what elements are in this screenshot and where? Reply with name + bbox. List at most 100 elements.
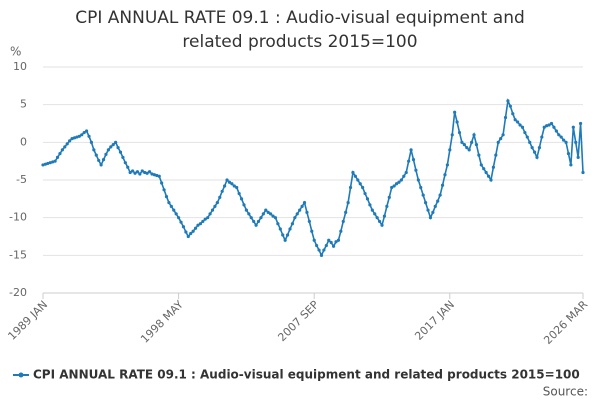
point bbox=[77, 134, 81, 138]
point bbox=[414, 168, 418, 172]
point bbox=[177, 216, 181, 220]
point bbox=[48, 161, 52, 165]
point bbox=[428, 216, 433, 220]
point bbox=[152, 173, 156, 177]
point bbox=[293, 216, 297, 220]
point bbox=[143, 170, 147, 175]
point bbox=[319, 253, 324, 257]
point bbox=[491, 165, 496, 169]
point bbox=[472, 133, 476, 137]
point bbox=[133, 171, 137, 175]
point bbox=[324, 243, 328, 248]
point bbox=[174, 212, 178, 216]
point bbox=[380, 223, 384, 227]
point bbox=[254, 223, 258, 227]
point bbox=[218, 195, 222, 199]
point bbox=[237, 191, 241, 196]
point bbox=[135, 170, 140, 174]
point bbox=[448, 148, 452, 152]
point bbox=[438, 193, 442, 197]
point bbox=[334, 240, 338, 244]
legend-label: CPI ANNUAL RATE 09.1 : Audio-visual equi… bbox=[33, 368, 580, 382]
point bbox=[213, 204, 217, 208]
point bbox=[239, 197, 244, 201]
point bbox=[111, 142, 115, 147]
point bbox=[198, 222, 202, 226]
point bbox=[496, 140, 500, 144]
point bbox=[264, 208, 268, 212]
point bbox=[63, 145, 67, 149]
point bbox=[227, 180, 232, 184]
point bbox=[290, 222, 295, 226]
point bbox=[453, 110, 457, 114]
point bbox=[339, 229, 343, 233]
point bbox=[370, 208, 374, 212]
point bbox=[65, 142, 69, 146]
point bbox=[431, 210, 435, 214]
point bbox=[130, 169, 135, 173]
point bbox=[494, 153, 498, 157]
point bbox=[43, 162, 48, 166]
point bbox=[467, 148, 471, 152]
point bbox=[474, 142, 479, 147]
point bbox=[155, 173, 159, 178]
point bbox=[455, 120, 459, 124]
point bbox=[281, 233, 285, 237]
point bbox=[288, 227, 292, 231]
point bbox=[232, 184, 236, 188]
point bbox=[157, 174, 161, 178]
point bbox=[501, 133, 505, 137]
point bbox=[172, 208, 176, 212]
point bbox=[506, 99, 510, 103]
point bbox=[578, 121, 583, 126]
point bbox=[382, 214, 387, 218]
point bbox=[89, 140, 94, 144]
point bbox=[385, 204, 389, 208]
point bbox=[477, 153, 481, 157]
point bbox=[41, 163, 45, 167]
point bbox=[208, 212, 212, 216]
point bbox=[278, 227, 282, 231]
source: Source: bbox=[543, 385, 588, 399]
point bbox=[97, 158, 101, 163]
point bbox=[215, 201, 219, 205]
y-tick-label: 10 bbox=[13, 60, 27, 73]
point bbox=[315, 243, 319, 248]
point bbox=[116, 146, 120, 150]
point bbox=[276, 222, 280, 226]
point bbox=[295, 212, 299, 216]
point bbox=[104, 152, 108, 156]
point bbox=[390, 185, 394, 190]
point bbox=[302, 201, 307, 205]
point bbox=[433, 204, 437, 208]
point bbox=[140, 169, 144, 173]
point bbox=[55, 155, 60, 159]
point bbox=[210, 208, 215, 212]
x-tick-label: 2007 SEP bbox=[275, 298, 321, 344]
point bbox=[145, 171, 149, 175]
point bbox=[94, 153, 98, 157]
point bbox=[511, 112, 515, 116]
point bbox=[397, 180, 401, 184]
point bbox=[201, 219, 205, 224]
point bbox=[525, 135, 529, 139]
point bbox=[285, 233, 290, 237]
point bbox=[261, 212, 265, 216]
point bbox=[344, 210, 348, 214]
point bbox=[99, 163, 103, 167]
point bbox=[70, 136, 74, 141]
point bbox=[203, 217, 207, 221]
point bbox=[569, 163, 573, 167]
point bbox=[566, 152, 571, 156]
point bbox=[329, 240, 333, 245]
point bbox=[368, 203, 372, 207]
point bbox=[336, 238, 341, 242]
point bbox=[513, 118, 517, 122]
point bbox=[266, 210, 270, 214]
point bbox=[271, 214, 275, 218]
point bbox=[424, 201, 428, 205]
point bbox=[574, 140, 578, 144]
y-axis-label: % bbox=[10, 45, 21, 59]
point bbox=[114, 140, 118, 144]
